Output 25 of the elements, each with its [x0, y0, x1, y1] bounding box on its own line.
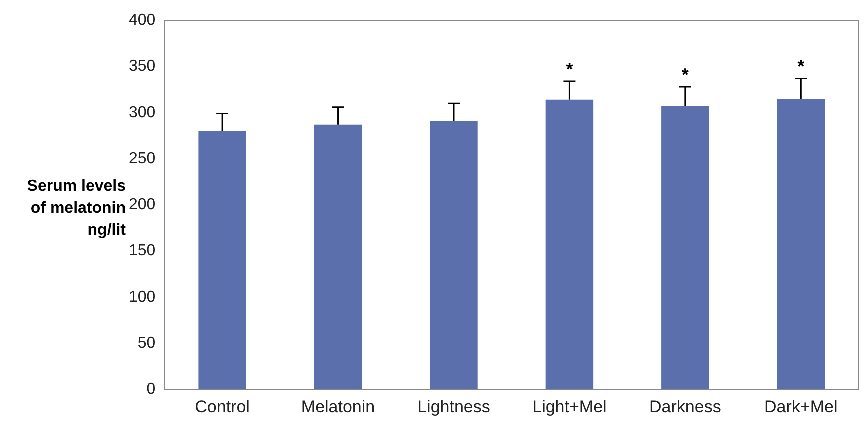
bar — [430, 121, 478, 390]
y-tick-label: 250 — [128, 150, 156, 168]
x-tick-label: Melatonin — [301, 397, 376, 416]
annotation: * — [682, 64, 689, 85]
y-tick-label: 300 — [128, 104, 156, 122]
y-tick-label: 0 — [146, 381, 156, 398]
y-tick-label: 400 — [128, 12, 156, 30]
y-tick-label: 50 — [138, 334, 156, 352]
x-tick-label: Light+Mel — [532, 397, 607, 416]
y-tick-label: 200 — [128, 196, 156, 214]
annotation: * — [798, 56, 805, 77]
x-tick-label: Darkness — [650, 397, 722, 416]
x-tick-label: Control — [195, 397, 250, 416]
x-tick-label: Dark+Mel — [764, 397, 838, 416]
annotation: * — [566, 59, 574, 80]
y-tick-label: 350 — [128, 58, 156, 76]
y-tick-label: 150 — [128, 242, 156, 260]
x-tick-label: Lightness — [418, 397, 490, 416]
y-tick-label: 100 — [128, 288, 156, 306]
bar — [662, 106, 710, 390]
bar — [546, 100, 594, 390]
bar — [777, 99, 826, 390]
y-axis-title: Serum levels of melatonin ng/lit — [26, 177, 126, 241]
bar — [198, 131, 246, 390]
bar — [314, 124, 362, 390]
